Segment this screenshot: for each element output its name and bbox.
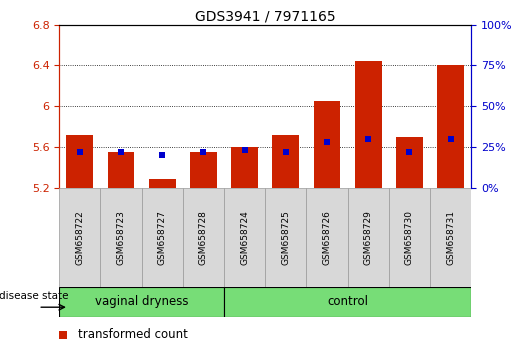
Bar xyxy=(108,152,134,188)
Bar xyxy=(306,188,348,287)
Bar xyxy=(430,188,471,287)
Text: disease state: disease state xyxy=(0,291,69,301)
Bar xyxy=(183,188,224,287)
Bar xyxy=(100,188,142,287)
Bar xyxy=(190,152,217,188)
Bar xyxy=(348,188,389,287)
Text: vaginal dryness: vaginal dryness xyxy=(95,295,188,308)
Text: GSM658728: GSM658728 xyxy=(199,210,208,265)
Text: transformed count: transformed count xyxy=(78,328,187,341)
Text: GSM658727: GSM658727 xyxy=(158,210,167,265)
Bar xyxy=(265,188,306,287)
Bar xyxy=(142,188,183,287)
Text: GSM658725: GSM658725 xyxy=(281,210,290,265)
Bar xyxy=(355,61,382,188)
Bar xyxy=(149,179,176,188)
Text: GSM658731: GSM658731 xyxy=(446,210,455,265)
Text: GSM658726: GSM658726 xyxy=(322,210,332,265)
Bar xyxy=(272,135,299,188)
Bar xyxy=(437,65,464,188)
Bar xyxy=(59,188,100,287)
Bar xyxy=(231,147,258,188)
Text: GSM658729: GSM658729 xyxy=(364,210,373,265)
Bar xyxy=(59,287,224,317)
Text: GSM658724: GSM658724 xyxy=(240,210,249,264)
Bar xyxy=(66,135,93,188)
Text: GSM658730: GSM658730 xyxy=(405,210,414,265)
Title: GDS3941 / 7971165: GDS3941 / 7971165 xyxy=(195,10,336,24)
Bar xyxy=(224,287,471,317)
Text: GSM658722: GSM658722 xyxy=(75,210,84,264)
Text: control: control xyxy=(327,295,368,308)
Text: GSM658723: GSM658723 xyxy=(116,210,126,265)
Bar xyxy=(314,101,340,188)
Bar xyxy=(224,188,265,287)
Bar xyxy=(396,137,423,188)
Bar xyxy=(389,188,430,287)
